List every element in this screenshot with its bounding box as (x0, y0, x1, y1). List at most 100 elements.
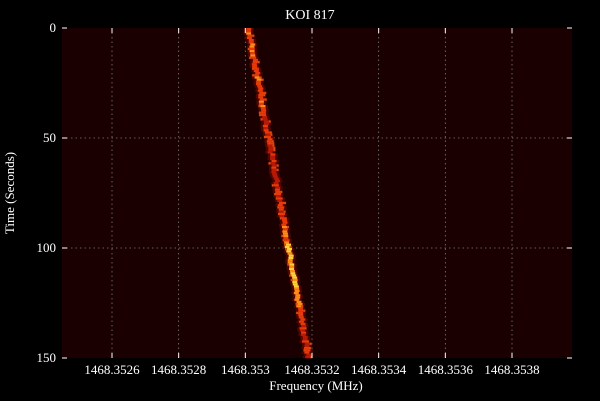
signal-cell-speckle (259, 113, 262, 117)
signal-cell (248, 39, 254, 42)
signal-cell (277, 199, 283, 203)
signal-cell-speckle (271, 140, 274, 143)
signal-cell (282, 232, 288, 236)
signal-cell (280, 212, 286, 216)
signal-cell-speckle (268, 162, 271, 165)
signal-cell (256, 78, 262, 82)
signal-cell (250, 43, 256, 46)
signal-cell (263, 122, 269, 126)
signal-cell (267, 151, 273, 154)
signal-cell (249, 47, 255, 51)
signal-cell (261, 109, 267, 112)
signal-cell-speckle (275, 197, 278, 200)
signal-cell-speckle (260, 118, 263, 121)
signal-cell (297, 303, 303, 306)
signal-cell-speckle (304, 327, 307, 330)
signal-cell (271, 164, 277, 167)
signal-cell-speckle (296, 311, 299, 315)
signal-cell (263, 127, 269, 130)
signal-cell (282, 228, 288, 231)
signal-cell (275, 186, 281, 189)
signal-cell (295, 294, 301, 297)
signal-cell (272, 173, 278, 176)
signal-cell-speckle (280, 190, 283, 194)
x-tick-label: 1468.353 (221, 362, 270, 377)
signal-cell (271, 160, 277, 163)
signal-cell (289, 263, 295, 266)
y-tick-label: 50 (43, 130, 56, 145)
x-axis-label: Frequency (MHz) (269, 378, 363, 393)
signal-cell (300, 318, 306, 321)
signal-cell (272, 175, 278, 178)
signal-cell-speckle (306, 340, 309, 343)
signal-cell (302, 336, 308, 339)
signal-cell-speckle (284, 248, 287, 251)
signal-cell-speckle (282, 239, 285, 242)
signal-cell (251, 56, 257, 60)
y-axis-label: Time (Seconds) (2, 152, 17, 234)
signal-cell (306, 353, 312, 357)
x-tick-label: 1468.3528 (151, 362, 206, 377)
signal-cell-speckle (252, 34, 255, 38)
signal-cell-speckle (281, 234, 284, 238)
signal-cell (295, 296, 301, 299)
signal-cell (248, 41, 254, 44)
signal-cell-speckle (268, 120, 271, 123)
signal-cell (301, 331, 307, 335)
signal-cell-speckle (290, 278, 293, 282)
signal-cell (262, 124, 268, 128)
signal-cell (275, 195, 281, 198)
signal-cell (274, 177, 280, 181)
signal-cell-speckle (276, 164, 279, 167)
signal-cell (257, 89, 263, 93)
signal-cell (252, 65, 258, 68)
signal-cell (270, 162, 276, 165)
signal-cell (305, 355, 311, 359)
signal-cell (299, 329, 305, 332)
signal-cell (273, 184, 279, 187)
signal-cell (271, 171, 277, 174)
signal-cell (282, 221, 288, 225)
signal-cell (262, 116, 268, 119)
signal-cell (263, 129, 269, 132)
signal-cell (277, 197, 283, 200)
signal-cell (294, 287, 300, 291)
signal-cell (305, 349, 311, 352)
signal-cell-speckle (247, 47, 250, 51)
signal-cell (298, 316, 304, 319)
signal-cell (265, 133, 271, 137)
signal-cell (246, 28, 252, 31)
signal-cell (270, 155, 276, 159)
signal-cell-speckle (271, 184, 274, 187)
signal-cell (285, 243, 291, 247)
signal-cell-speckle (257, 61, 260, 64)
signal-cell (258, 94, 264, 97)
signal-cell (258, 102, 264, 106)
signal-cell (267, 142, 273, 145)
x-tick-label: 1468.3536 (418, 362, 474, 377)
chart-title: KOI 817 (285, 8, 334, 23)
signal-cell (253, 69, 259, 73)
signal-cell (284, 241, 290, 244)
signal-cell-speckle (259, 76, 262, 79)
signal-cell-speckle (263, 94, 266, 97)
signal-cell-speckle (278, 212, 281, 216)
signal-cell (250, 54, 256, 57)
signal-cell (250, 52, 256, 55)
signal-cell (287, 259, 293, 262)
signal-cell (258, 96, 264, 99)
signal-cell (289, 270, 295, 273)
signal-cell (298, 309, 304, 313)
signal-cell (274, 188, 280, 192)
signal-cell (281, 217, 287, 220)
signal-cell (293, 285, 299, 288)
grid (62, 28, 572, 358)
signal-cell (247, 34, 253, 38)
signal-cell (282, 230, 288, 233)
signal-cell (284, 245, 290, 249)
signal-cell (304, 351, 310, 354)
signal-cell (259, 98, 265, 101)
signal-cell (254, 76, 260, 79)
y-tick-label: 100 (37, 240, 57, 255)
signal-cell (293, 292, 299, 295)
